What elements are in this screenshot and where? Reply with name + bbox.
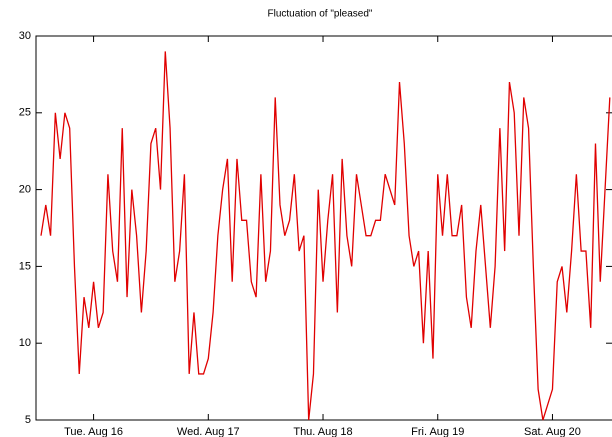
- x-tick-label: Tue. Aug 16: [64, 426, 123, 437]
- y-tick-label: 25: [19, 107, 31, 119]
- y-tick-label: 5: [25, 414, 31, 426]
- x-tick-label: Thu. Aug 18: [293, 426, 352, 437]
- plot-frame: [35, 35, 612, 421]
- data-line: [40, 51, 611, 421]
- y-tick-label: 20: [19, 184, 31, 196]
- y-tick-label: 10: [19, 337, 31, 349]
- y-tick-label: 15: [19, 260, 31, 272]
- x-tick-label: Fri. Aug 19: [411, 426, 464, 437]
- x-tick-label: Wed. Aug 17: [177, 426, 240, 437]
- y-tick-label: 30: [19, 30, 31, 42]
- chart-title: Fluctuation of "pleased": [268, 9, 373, 20]
- x-tick-label: Sat. Aug 20: [524, 426, 581, 437]
